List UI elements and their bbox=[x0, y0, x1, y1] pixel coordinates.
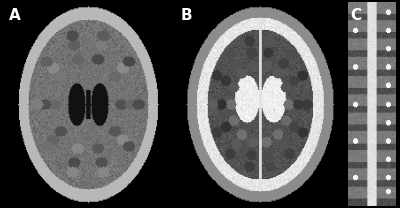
Text: C: C bbox=[350, 8, 362, 23]
Text: B: B bbox=[181, 8, 193, 23]
Text: A: A bbox=[9, 8, 21, 23]
